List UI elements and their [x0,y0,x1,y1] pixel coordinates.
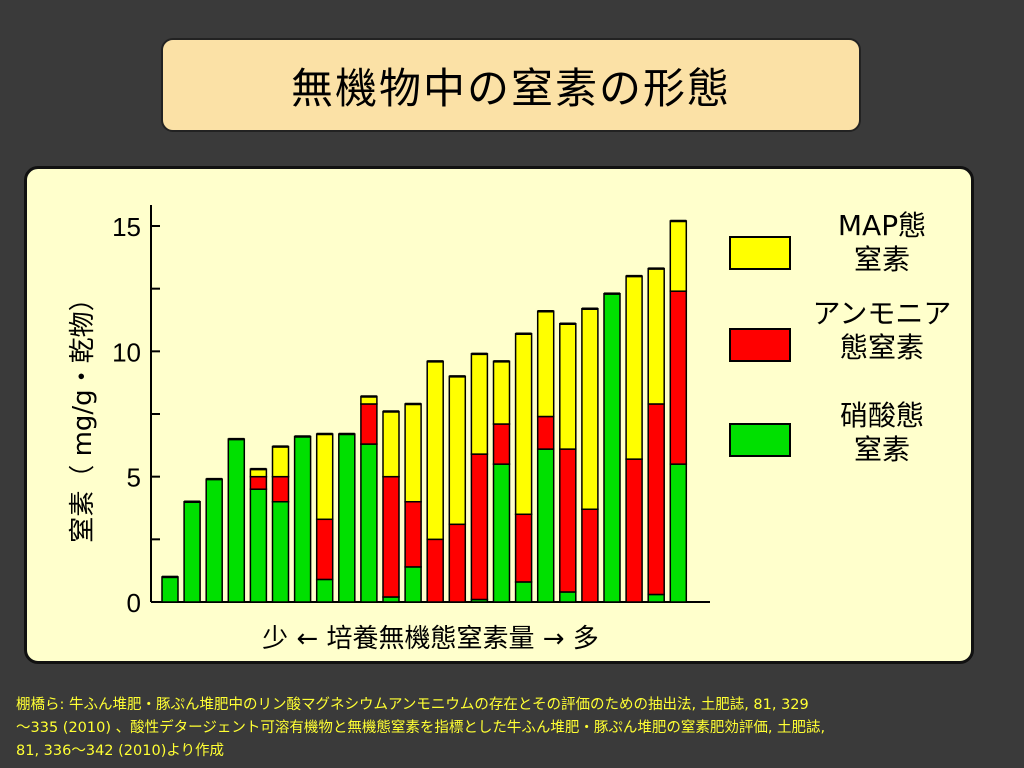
bar-segment-nitrate [536,448,555,603]
legend-label-ammonium: アンモニア 態窒素 [812,297,952,364]
bar-segment-nitrate [338,433,356,603]
bar-segment-ammonium [669,290,688,465]
bar-segment-nitrate [603,292,621,603]
bar-segment-map [315,433,334,521]
bar-segment-ammonium [559,448,577,593]
bar-segment-nitrate [669,463,688,603]
bar-segment-ammonium [404,500,422,568]
bar-segment-nitrate [382,596,400,603]
bar-segment-ammonium [448,523,467,603]
y-axis-label: 窒素（ mg/g・乾物） [68,285,98,542]
y-tick-label: 5 [127,463,141,493]
bar-segment-nitrate [514,581,533,603]
bar-segment-nitrate [404,566,422,603]
bar-segment-nitrate [205,478,223,603]
bar-segment-nitrate [249,488,268,603]
bar-segment-ammonium [360,403,378,445]
bar-segment-map [625,275,643,460]
bar-segment-ammonium [249,475,268,490]
bar-segment-nitrate [161,576,179,603]
bar-segment-nitrate [647,593,665,603]
bar-segment-map [514,333,533,516]
bar-segment-nitrate [271,500,290,603]
bar-segment-nitrate [293,435,312,603]
bar-segment-ammonium [581,508,599,603]
legend-swatch-nitrate [729,423,791,457]
bar-segment-map [426,360,444,541]
bar-segment-map [448,375,467,526]
bar-segment-map [492,360,511,425]
legend-label-nitrate: 硝酸態 窒素 [839,399,924,466]
x-axis-label: 少 ← 培養無機態窒素量 → 多 [262,624,599,654]
bar-segment-ammonium [470,453,489,601]
bar-segment-ammonium [647,403,665,596]
y-tick-label: 15 [112,212,141,242]
citation-text: 棚橋ら: 牛ふん堆肥・豚ぷん堆肥中のリン酸マグネシウムアンモニウムの存在とその評… [16,697,826,759]
bar-segment-map [271,445,290,478]
bar-segment-ammonium [492,423,511,465]
bar-segment-nitrate [315,578,334,603]
bar-segment-nitrate [227,438,246,603]
bar-segment-ammonium [382,475,400,598]
y-tick-label: 10 [112,337,141,367]
bar-segment-ammonium [426,538,444,603]
bar-segment-map [559,323,577,450]
bar-segment-map [647,267,665,405]
legend-swatch-ammonium [729,328,791,362]
bar-segment-ammonium [271,475,290,503]
slide-title: 無機物中の窒素の形態 [161,38,861,132]
bar-segment-map [404,403,422,503]
y-tick-label: 0 [127,588,141,618]
bar-segment-nitrate [492,463,511,603]
bar-segment-map [470,353,489,455]
bar-segment-nitrate [183,500,201,603]
legend-label-map: MAP態 窒素 [837,209,927,276]
chart-panel: 0 5 10 15 窒素（ mg/g・乾物） 少 ← 培養無機態窒素量 → 多 MAP態 … [24,166,974,664]
stacked-bar-chart: 0 5 10 15 窒素（ mg/g・乾物） 少 ← 培養無機態窒素量 → 多 [68,205,791,654]
bar-segment-ammonium [536,415,555,450]
bar-segment-nitrate [360,443,378,603]
bar-segment-map [536,310,555,418]
bar-segment-ammonium [315,518,334,581]
bar-segment-map [382,410,400,478]
legend-swatch-map [729,236,791,270]
bar-segment-map [581,307,599,511]
bar-segment-map [669,220,688,292]
bar-segment-nitrate [559,591,577,603]
bar-segment-ammonium [625,458,643,603]
bar-segment-ammonium [514,513,533,583]
